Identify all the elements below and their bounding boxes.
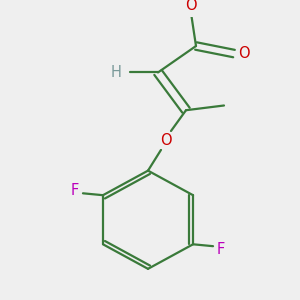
Text: O: O [160,133,172,148]
Text: O: O [185,0,197,13]
Text: F: F [217,242,225,256]
Text: F: F [71,183,79,198]
Text: H: H [111,65,122,80]
Text: O: O [238,46,250,61]
